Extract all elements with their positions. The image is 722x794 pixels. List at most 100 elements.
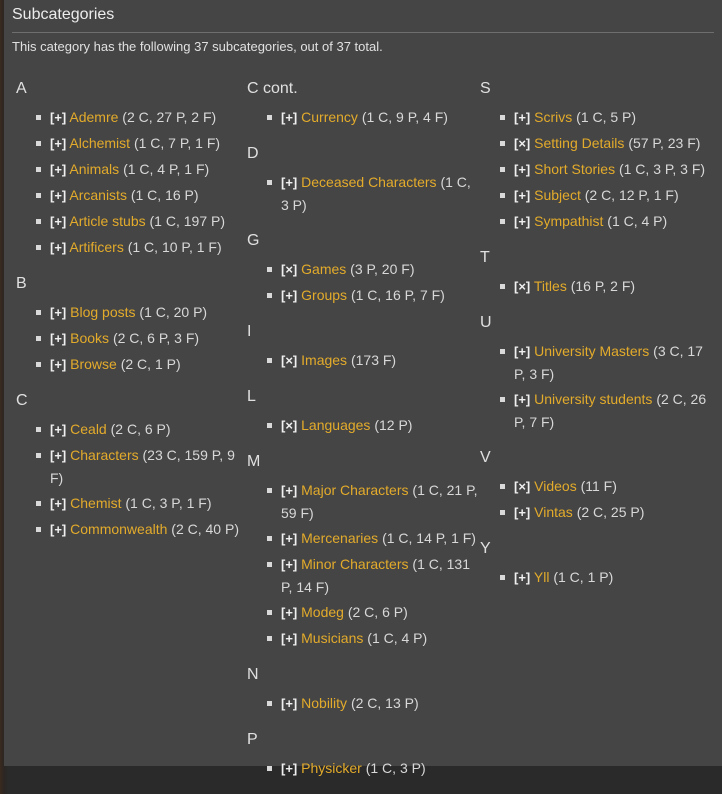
letter-group-g: G [×] Games (3 P, 20 F) [+] Groups (1 C, 1… (247, 230, 479, 307)
subcategory-count: (1 C, 3 P) (365, 760, 426, 776)
subcategory-item-deceased-characters: [+] Deceased Characters (1 C, 3 P) (267, 171, 479, 216)
expand-toggle[interactable]: [+] (514, 570, 531, 585)
subcategory-list: [+] Nobility (2 C, 13 P) (247, 692, 479, 715)
subcategory-item-mercenaries: [+] Mercenaries (1 C, 14 P, 1 F) (267, 527, 479, 550)
subcategory-count: (11 F) (580, 478, 617, 494)
expand-toggle[interactable]: [+] (50, 162, 67, 177)
subcategory-link[interactable]: Vintas (534, 504, 573, 520)
expand-toggle[interactable]: [+] (281, 631, 298, 646)
expand-toggle[interactable]: [+] (50, 110, 67, 125)
expand-toggle[interactable]: [+] (514, 392, 531, 407)
subcategory-link[interactable]: Physicker (301, 760, 362, 776)
expand-toggle[interactable]: [+] (50, 240, 67, 255)
subcategory-link[interactable]: Videos (534, 478, 577, 494)
subcategory-list: [+] Scrivs (1 C, 5 P) [×] Setting Details… (480, 106, 712, 233)
expand-toggle[interactable]: [+] (281, 696, 298, 711)
subcategory-link[interactable]: Chemist (70, 495, 122, 511)
empty-toggle: [×] (514, 136, 531, 151)
expand-toggle[interactable]: [+] (50, 331, 67, 346)
letter-heading: B (16, 275, 27, 292)
subcategory-link[interactable]: Animals (69, 161, 120, 177)
subcategory-list: [×] Videos (11 F) [+] Vintas (2 C, 25 P) (480, 475, 712, 524)
subcategory-link[interactable]: Mercenaries (301, 530, 379, 546)
expand-toggle[interactable]: [+] (281, 110, 298, 125)
expand-toggle[interactable]: [+] (514, 188, 531, 203)
subcategory-link[interactable]: Scrivs (534, 109, 573, 125)
expand-toggle[interactable]: [+] (50, 496, 67, 511)
subcategory-link[interactable]: Characters (70, 447, 139, 463)
subcategory-count: (1 C, 10 P, 1 F) (127, 239, 222, 255)
subcategory-item-titles: [×] Titles (16 P, 2 F) (500, 275, 712, 298)
subcategory-link[interactable]: Arcanists (69, 187, 127, 203)
subcategory-link[interactable]: University students (534, 391, 653, 407)
subcategory-link[interactable]: Titles (533, 278, 567, 294)
expand-toggle[interactable]: [+] (50, 522, 67, 537)
subcategory-count: (1 C, 197 P) (149, 213, 225, 229)
subcategory-link[interactable]: Deceased Characters (301, 174, 437, 190)
expand-toggle[interactable]: [+] (50, 448, 67, 463)
subcategory-item-browse: [+] Browse (2 C, 1 P) (36, 353, 246, 376)
subcategory-link[interactable]: Ademre (69, 109, 119, 125)
subcategory-link[interactable]: Books (70, 330, 110, 346)
letter-heading: C cont. (247, 80, 298, 97)
expand-toggle[interactable]: [+] (281, 605, 298, 620)
expand-toggle[interactable]: [+] (281, 175, 298, 190)
expand-toggle[interactable]: [+] (50, 305, 67, 320)
subcategory-link[interactable]: Modeg (301, 604, 344, 620)
subcategory-link[interactable]: Alchemist (69, 135, 131, 151)
subcategory-count: (2 C, 6 P) (110, 421, 171, 437)
subcategory-link[interactable]: Games (301, 261, 347, 277)
subcategory-link[interactable]: Nobility (301, 695, 348, 711)
subcategory-item-chemist: [+] Chemist (1 C, 3 P, 1 F) (36, 492, 246, 515)
expand-toggle[interactable]: [+] (514, 162, 531, 177)
subcategory-item-ceald: [+] Ceald (2 C, 6 P) (36, 418, 246, 441)
subcategory-link[interactable]: Groups (301, 287, 348, 303)
subcategory-link[interactable]: Commonwealth (70, 521, 168, 537)
subcategory-item-modeg: [+] Modeg (2 C, 6 P) (267, 601, 479, 624)
subcategory-link[interactable]: Images (301, 352, 348, 368)
subcategory-count: (3 P, 20 F) (350, 261, 415, 277)
subcategory-link[interactable]: Sympathist (534, 213, 604, 229)
subcategory-link[interactable]: Subject (534, 187, 581, 203)
subcategory-link[interactable]: Major Characters (301, 482, 409, 498)
subcategory-link[interactable]: Article stubs (69, 213, 146, 229)
subcategory-item-arcanists: [+] Arcanists (1 C, 16 P) (36, 184, 246, 207)
letter-heading: M (247, 453, 261, 470)
expand-toggle[interactable]: [+] (281, 483, 298, 498)
expand-toggle[interactable]: [+] (281, 761, 298, 776)
subcategory-count: (1 C, 4 P) (607, 213, 668, 229)
subcategory-link[interactable]: Setting Details (534, 135, 625, 151)
expand-toggle[interactable]: [+] (514, 505, 531, 520)
subcategory-count: (23 C, 159 P, 9 F) (50, 447, 235, 486)
subcategory-link[interactable]: Musicians (301, 630, 364, 646)
subcategory-link[interactable]: University Masters (534, 343, 650, 359)
subcategory-link[interactable]: Currency (301, 109, 358, 125)
subcategory-item-artificers: [+] Artificers (1 C, 10 P, 1 F) (36, 236, 246, 259)
expand-toggle[interactable]: [+] (514, 344, 531, 359)
subcategory-link[interactable]: Browse (70, 356, 117, 372)
subcategory-item-musicians: [+] Musicians (1 C, 4 P) (267, 627, 479, 650)
subcategory-link[interactable]: Ceald (70, 421, 107, 437)
subcategory-link[interactable]: Short Stories (534, 161, 616, 177)
subcategory-list: [+] Currency (1 C, 9 P, 4 F) (247, 106, 479, 129)
subcategory-list: [+] Major Characters (1 C, 21 P, 59 F) [+… (247, 479, 479, 650)
expand-toggle[interactable]: [+] (50, 214, 67, 229)
subcategory-link[interactable]: Languages (301, 417, 371, 433)
expand-toggle[interactable]: [+] (281, 531, 298, 546)
expand-toggle[interactable]: [+] (281, 288, 298, 303)
expand-toggle[interactable]: [+] (281, 557, 298, 572)
subcategory-link[interactable]: Blog posts (70, 304, 136, 320)
expand-toggle[interactable]: [+] (50, 188, 67, 203)
subcategory-link[interactable]: Yll (533, 569, 550, 585)
expand-toggle[interactable]: [+] (514, 110, 531, 125)
subcategory-link[interactable]: Artificers (69, 239, 124, 255)
expand-toggle[interactable]: [+] (50, 422, 67, 437)
letter-heading: V (480, 449, 491, 466)
letter-group-c: C [+] Ceald (2 C, 6 P) [+] Characters (23 … (16, 390, 246, 541)
expand-toggle[interactable]: [+] (50, 357, 67, 372)
expand-toggle[interactable]: [+] (50, 136, 67, 151)
expand-toggle[interactable]: [+] (514, 214, 531, 229)
letter-group-u: U [+] University Masters (3 C, 17 P, 3 F)… (480, 312, 712, 433)
subcategory-link[interactable]: Minor Characters (301, 556, 409, 572)
letter-heading: G (247, 232, 260, 249)
